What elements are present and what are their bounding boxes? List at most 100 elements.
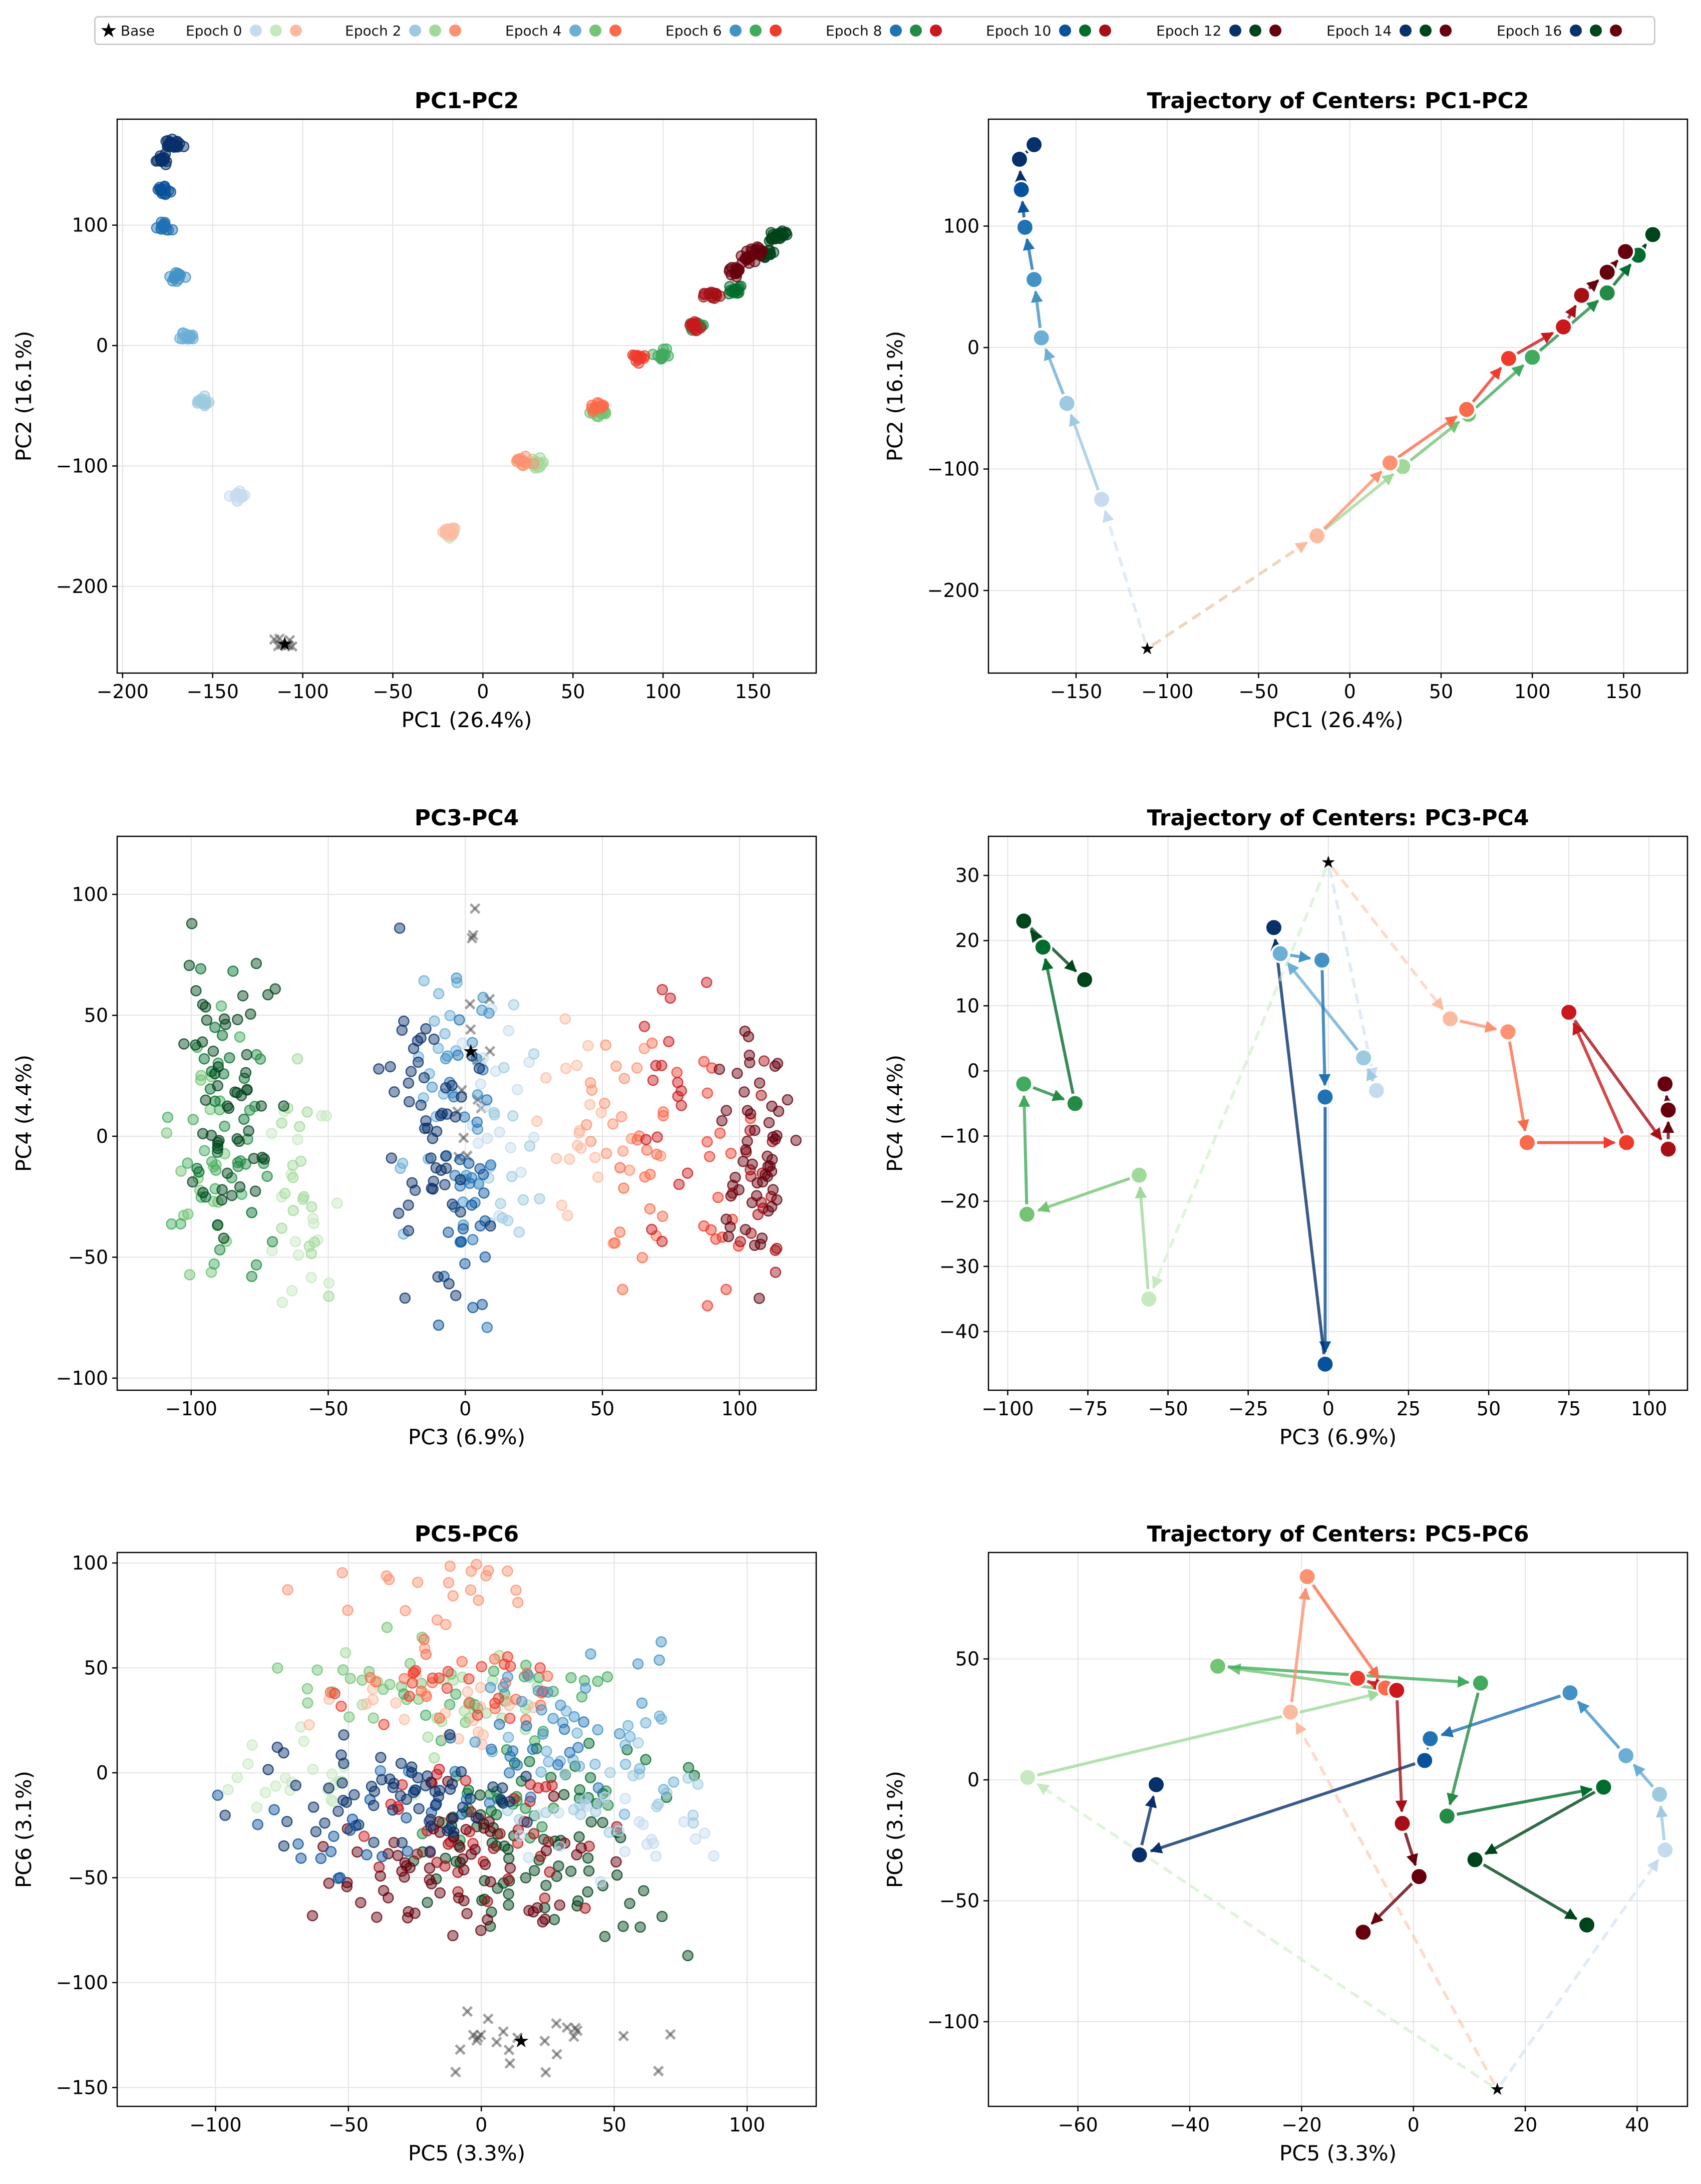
data-point-green bbox=[640, 1754, 651, 1765]
data-point-green bbox=[444, 1699, 456, 1710]
chart-2: ★ −150 −100 −50 0 50 100 150 −200 −100 0 100 Traject… bbox=[883, 88, 1688, 732]
data-point-green bbox=[183, 960, 195, 972]
data-point-red bbox=[675, 1100, 688, 1111]
data-point-red bbox=[483, 1816, 495, 1827]
data-point-green bbox=[216, 1194, 228, 1206]
trajectory-arrow-red bbox=[1459, 1019, 1498, 1033]
trajectory-arrow-red bbox=[1151, 541, 1308, 647]
x-tick-label: 0 bbox=[477, 681, 489, 703]
y-tick-label: −10 bbox=[939, 1125, 979, 1147]
data-point-blue bbox=[433, 1319, 445, 1331]
center-point-green bbox=[1437, 1806, 1457, 1826]
y-tick-label: −150 bbox=[56, 2076, 108, 2098]
data-point-red bbox=[472, 1709, 484, 1721]
data-point-red bbox=[656, 1210, 668, 1222]
data-point-blue bbox=[412, 1772, 424, 1783]
data-point-blue bbox=[373, 1063, 385, 1075]
data-point-green bbox=[540, 1880, 552, 1892]
data-point-red bbox=[473, 1595, 484, 1606]
data-point-red bbox=[656, 1235, 668, 1247]
data-point-red bbox=[600, 1039, 611, 1051]
x-tick-label: 150 bbox=[1605, 681, 1642, 703]
data-point-blue bbox=[555, 1699, 566, 1711]
data-point-green bbox=[582, 1852, 594, 1864]
center-point-blue bbox=[1270, 944, 1290, 964]
data-point-blue bbox=[337, 1794, 349, 1806]
data-point-green bbox=[496, 1712, 508, 1724]
data-point-blue bbox=[513, 1226, 525, 1238]
base-point bbox=[484, 994, 495, 1005]
x-axis-label: PC3 (6.9%) bbox=[1279, 1425, 1397, 1449]
data-point-blue bbox=[456, 1091, 467, 1103]
data-point-green bbox=[592, 1675, 603, 1687]
data-point-blue bbox=[403, 1225, 415, 1236]
data-point-green bbox=[337, 1664, 349, 1676]
trajectory-arrow-red bbox=[1661, 1094, 1674, 1108]
data-point-red bbox=[399, 1714, 410, 1725]
data-point-red bbox=[651, 1148, 662, 1160]
data-point-red bbox=[341, 1881, 353, 1893]
data-point-red bbox=[453, 1892, 465, 1904]
data-point-blue bbox=[236, 489, 248, 501]
data-point-green bbox=[178, 1038, 190, 1050]
data-point-blue bbox=[268, 1804, 280, 1815]
data-point-blue bbox=[439, 1028, 451, 1040]
trajectory-arrow-green bbox=[1042, 958, 1075, 1094]
data-point-green bbox=[241, 1049, 253, 1061]
data-point-green bbox=[582, 1886, 593, 1898]
y-axis-label: PC6 (3.1%) bbox=[883, 1771, 907, 1888]
x-tick-label: −150 bbox=[187, 681, 239, 703]
data-point-red bbox=[424, 1862, 436, 1874]
data-point-blue bbox=[619, 1845, 631, 1857]
legend-label: Epoch 14 bbox=[1326, 22, 1392, 39]
data-point-green bbox=[545, 1771, 557, 1783]
trajectory-arrow-blue bbox=[1150, 1762, 1416, 1853]
x-tick-label: 75 bbox=[1557, 1398, 1581, 1420]
data-point-red bbox=[556, 1199, 568, 1211]
data-point-blue bbox=[403, 1199, 414, 1211]
data-point-green bbox=[249, 1185, 261, 1197]
trajectory-arrow-blue bbox=[1440, 1694, 1561, 1738]
data-point-blue bbox=[528, 1048, 540, 1060]
data-point-blue bbox=[504, 1750, 516, 1762]
x-tick-label: −100 bbox=[981, 1398, 1034, 1420]
data-point-green bbox=[248, 1152, 260, 1164]
data-point-green bbox=[726, 286, 738, 297]
data-point-blue bbox=[387, 1804, 399, 1816]
base-point bbox=[498, 2026, 509, 2037]
center-point-blue bbox=[1315, 1354, 1335, 1374]
data-point-blue bbox=[668, 1776, 679, 1788]
data-point-red bbox=[617, 1284, 628, 1296]
trajectory-arrow-red bbox=[1572, 1022, 1624, 1134]
data-point-red bbox=[702, 1300, 714, 1312]
base-point bbox=[568, 2031, 579, 2042]
data-point-blue bbox=[418, 1072, 430, 1084]
center-point-blue bbox=[1147, 1775, 1166, 1794]
data-point-green bbox=[308, 1236, 320, 1248]
data-point-blue bbox=[678, 1816, 690, 1828]
data-point-blue bbox=[195, 393, 207, 405]
center-point-green bbox=[1208, 1656, 1227, 1676]
data-point-blue bbox=[655, 1713, 667, 1725]
data-point-green bbox=[422, 1731, 434, 1743]
legend-entry-5: Epoch 8 bbox=[826, 18, 942, 44]
data-point-red bbox=[454, 1841, 466, 1853]
data-point-blue bbox=[366, 1780, 378, 1792]
data-point-blue bbox=[633, 1816, 645, 1827]
x-tick-label: 0 bbox=[459, 1398, 471, 1420]
x-tick-label: 50 bbox=[1429, 681, 1453, 703]
data-point-blue bbox=[554, 1840, 566, 1852]
data-point-blue bbox=[428, 1033, 440, 1045]
data-point-red bbox=[460, 1823, 472, 1835]
data-point-blue bbox=[399, 1292, 411, 1304]
data-point-red bbox=[594, 398, 605, 410]
legend-entry-1: Epoch 0 bbox=[186, 18, 302, 44]
data-point-blue bbox=[435, 1164, 447, 1176]
data-point-green bbox=[175, 1165, 187, 1177]
data-point-green bbox=[201, 1014, 213, 1026]
y-axis-label: PC6 (3.1%) bbox=[12, 1771, 36, 1888]
trajectory-arrow-green bbox=[1483, 1863, 1578, 1921]
data-point-green bbox=[553, 1860, 564, 1872]
data-point-green bbox=[232, 1160, 244, 1172]
plot-area: ★ bbox=[1009, 135, 1662, 659]
